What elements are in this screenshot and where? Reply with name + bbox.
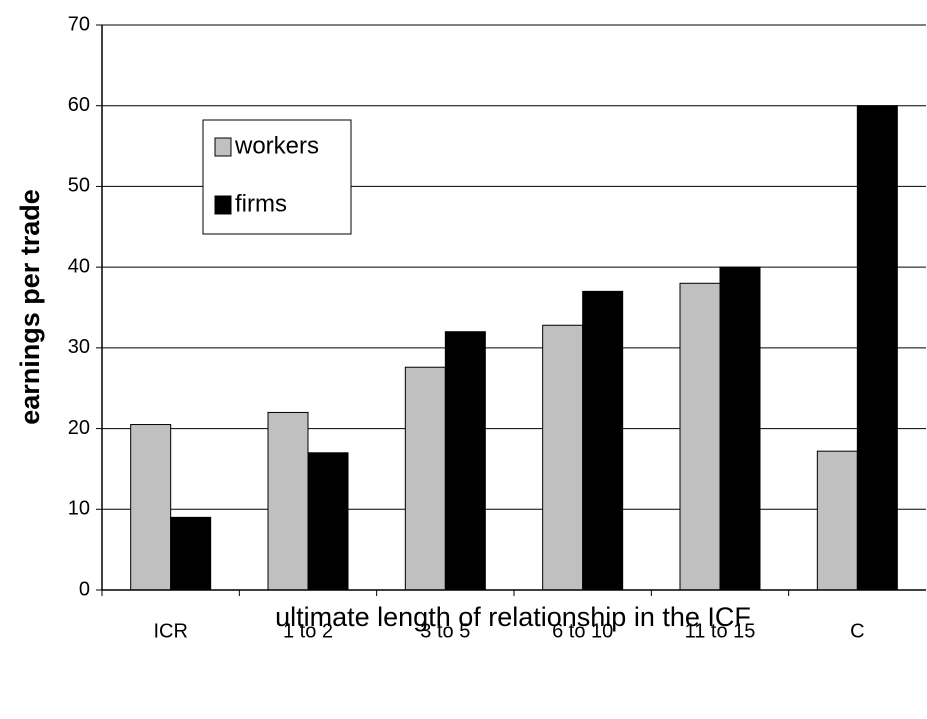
bar — [170, 516, 212, 591]
x-tick-label: C — [850, 620, 864, 642]
y-axis-label: earnings per trade — [15, 189, 45, 425]
y-tick-label: 10 — [68, 498, 90, 520]
y-tick-label: 50 — [68, 175, 90, 197]
bar — [719, 266, 761, 591]
legend-swatch — [214, 137, 232, 157]
bar — [444, 331, 486, 591]
y-tick-label: 70 — [68, 13, 90, 35]
bar — [130, 424, 172, 591]
legend-label: workers — [234, 132, 319, 159]
bar — [679, 282, 721, 591]
legend-label: firms — [235, 190, 287, 217]
x-tick-label: 11 to 15 — [685, 620, 756, 642]
x-tick-label: 1 to 2 — [283, 620, 333, 642]
y-tick-label: 60 — [68, 94, 90, 116]
bar — [816, 450, 858, 591]
bar — [404, 366, 446, 591]
bar — [856, 105, 898, 591]
legend-swatch — [214, 195, 232, 215]
bar — [582, 290, 624, 591]
x-tick-label: ICR — [153, 620, 187, 642]
bar — [307, 452, 349, 591]
bar — [267, 411, 309, 591]
bar — [542, 324, 584, 591]
y-tick-label: 20 — [68, 417, 90, 439]
y-tick-label: 30 — [68, 336, 90, 358]
x-axis-label: ultimate length of relationship in the I… — [275, 602, 751, 632]
x-tick-label: 3 to 5 — [420, 620, 470, 642]
x-tick-label: 6 to 10 — [552, 620, 613, 642]
y-tick-label: 40 — [68, 255, 90, 277]
y-tick-label: 0 — [79, 578, 90, 600]
